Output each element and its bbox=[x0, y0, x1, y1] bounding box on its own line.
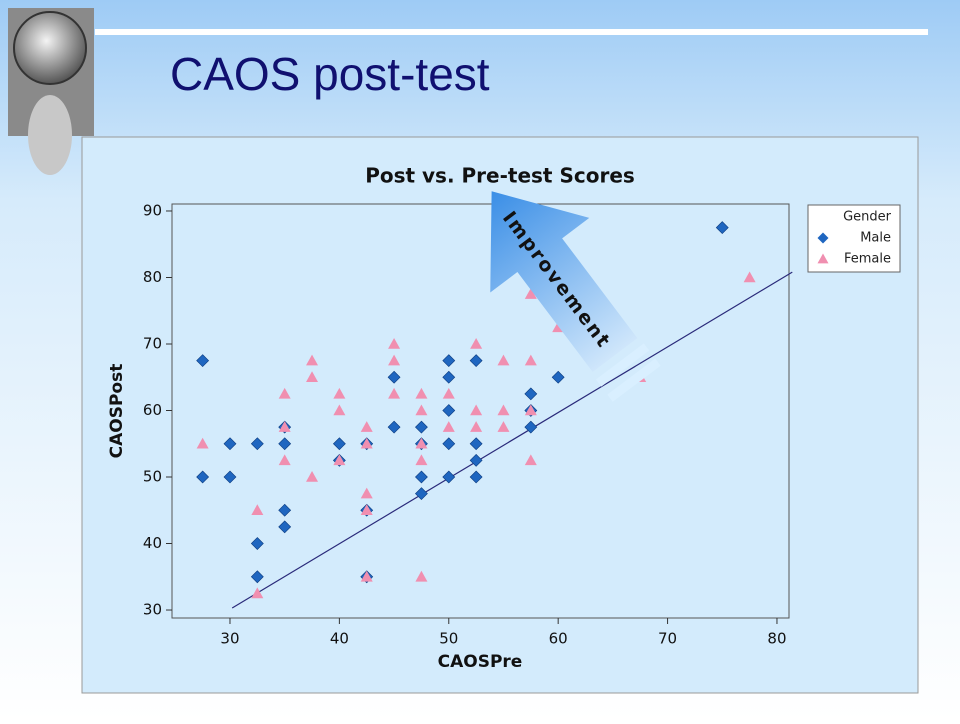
point bbox=[306, 471, 319, 482]
point bbox=[497, 421, 510, 432]
point bbox=[469, 453, 483, 467]
y-tick-label: 80 bbox=[143, 268, 162, 286]
point bbox=[469, 470, 483, 484]
point bbox=[278, 437, 292, 451]
point bbox=[442, 370, 456, 384]
point bbox=[332, 437, 346, 451]
point bbox=[360, 570, 373, 582]
x-tick-label: 40 bbox=[330, 630, 349, 648]
point bbox=[715, 221, 729, 235]
point bbox=[278, 520, 292, 534]
point bbox=[388, 337, 401, 349]
point bbox=[415, 570, 428, 582]
point bbox=[442, 470, 456, 484]
point bbox=[388, 354, 401, 366]
point bbox=[360, 487, 373, 499]
point bbox=[250, 437, 264, 451]
x-tick-label: 60 bbox=[549, 630, 568, 648]
legend-label: Male bbox=[860, 231, 891, 246]
point bbox=[442, 354, 456, 368]
x-tick-label: 70 bbox=[658, 630, 677, 648]
point bbox=[223, 470, 237, 484]
y-tick-label: 50 bbox=[143, 468, 162, 486]
y-axis-label: CAOSPost bbox=[107, 364, 127, 459]
legend-marker bbox=[817, 232, 829, 244]
point bbox=[470, 421, 483, 432]
x-tick-label: 30 bbox=[220, 630, 239, 648]
point bbox=[415, 387, 428, 399]
point bbox=[333, 404, 346, 416]
point bbox=[250, 570, 264, 584]
point bbox=[524, 387, 538, 401]
point bbox=[415, 454, 428, 466]
marks: 30 40 50 60 70 80 30 40 50 60 70 80 90 bbox=[143, 201, 793, 648]
header-image bbox=[8, 8, 94, 175]
point bbox=[196, 354, 210, 368]
point bbox=[415, 404, 428, 416]
point bbox=[442, 437, 456, 451]
plot-area bbox=[171, 203, 790, 619]
point bbox=[333, 454, 346, 466]
arrow-stripe bbox=[595, 343, 650, 387]
point bbox=[333, 387, 346, 399]
legend-marker bbox=[817, 253, 829, 264]
point bbox=[469, 354, 483, 368]
point bbox=[743, 271, 756, 283]
point bbox=[497, 354, 510, 366]
legend-label: Female bbox=[844, 252, 891, 267]
chart-title: Post vs. Pre-test Scores bbox=[365, 164, 635, 188]
point bbox=[360, 421, 373, 432]
y-tick-label: 60 bbox=[143, 401, 162, 419]
point bbox=[278, 387, 291, 399]
arrow-shape bbox=[490, 191, 638, 372]
point bbox=[469, 437, 483, 451]
reference-line bbox=[231, 271, 793, 609]
point bbox=[388, 387, 401, 399]
point bbox=[524, 420, 538, 434]
y-tick-label: 90 bbox=[143, 201, 162, 219]
slide-title: CAOS post-test bbox=[170, 48, 490, 100]
point bbox=[551, 370, 565, 384]
point bbox=[278, 503, 292, 517]
arrow-stripe bbox=[607, 358, 661, 402]
point bbox=[360, 437, 373, 449]
point bbox=[524, 454, 537, 466]
point bbox=[524, 354, 537, 366]
point bbox=[251, 504, 264, 516]
point bbox=[387, 420, 401, 434]
point bbox=[442, 421, 455, 432]
point bbox=[223, 437, 237, 451]
point bbox=[306, 371, 319, 383]
point bbox=[524, 288, 537, 299]
point bbox=[415, 437, 428, 449]
point bbox=[278, 421, 291, 432]
y-tick-label: 30 bbox=[143, 601, 162, 619]
point bbox=[415, 470, 428, 484]
point bbox=[250, 537, 264, 550]
point bbox=[470, 337, 483, 349]
point bbox=[360, 504, 373, 516]
point bbox=[306, 354, 319, 366]
y-tick-label: 70 bbox=[143, 334, 162, 352]
point bbox=[415, 487, 428, 501]
point bbox=[497, 404, 510, 416]
x-tick-label: 50 bbox=[439, 630, 458, 648]
point bbox=[442, 387, 455, 399]
point bbox=[442, 404, 456, 417]
y-tick-label: 40 bbox=[143, 534, 162, 552]
point bbox=[251, 587, 264, 599]
point bbox=[524, 404, 537, 416]
x-tick-label: 80 bbox=[767, 630, 786, 648]
point bbox=[387, 370, 401, 384]
point bbox=[470, 404, 483, 416]
point bbox=[196, 470, 210, 484]
point bbox=[278, 454, 291, 466]
point bbox=[415, 420, 428, 434]
x-axis-label: CAOSPre bbox=[438, 652, 523, 672]
legend-title: Gender bbox=[843, 210, 892, 225]
point bbox=[196, 437, 209, 449]
